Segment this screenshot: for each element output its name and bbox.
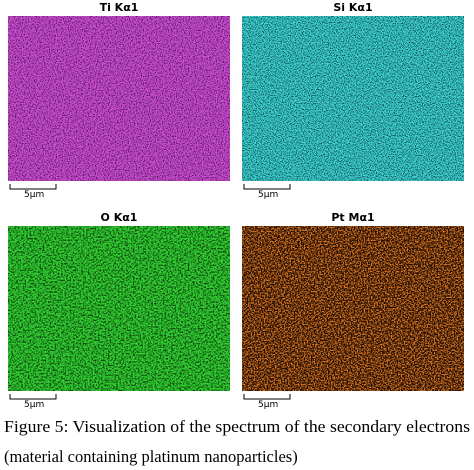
scale-bar bbox=[9, 184, 57, 190]
scale-bar bbox=[243, 394, 291, 400]
panel-title: Pt Mα1 bbox=[331, 211, 374, 224]
map-texture bbox=[8, 16, 230, 181]
panel: Si Kα1 5μm bbox=[242, 1, 464, 200]
scale-label: 5μm bbox=[258, 400, 278, 410]
map-texture bbox=[242, 16, 464, 181]
panel: Pt Mα1 5μm bbox=[242, 211, 464, 410]
map-texture bbox=[8, 226, 230, 391]
panel: Ti Kα1 5μm bbox=[8, 1, 230, 200]
panel-title: O Kα1 bbox=[101, 211, 138, 224]
scale-label: 5μm bbox=[258, 190, 278, 200]
panel-title: Ti Kα1 bbox=[100, 1, 139, 14]
caption-line: Figure 5: Visualization of the spectrum … bbox=[4, 417, 470, 436]
caption-line: (material containing platinum nanopartic… bbox=[4, 447, 298, 466]
scale-bar bbox=[243, 184, 291, 190]
scale-label: 5μm bbox=[24, 190, 44, 200]
map-texture bbox=[242, 226, 464, 391]
scale-bar bbox=[9, 394, 57, 400]
scale-label: 5μm bbox=[24, 400, 44, 410]
panel-title: Si Kα1 bbox=[333, 1, 372, 14]
panel: O Kα1 5μm bbox=[8, 211, 230, 410]
